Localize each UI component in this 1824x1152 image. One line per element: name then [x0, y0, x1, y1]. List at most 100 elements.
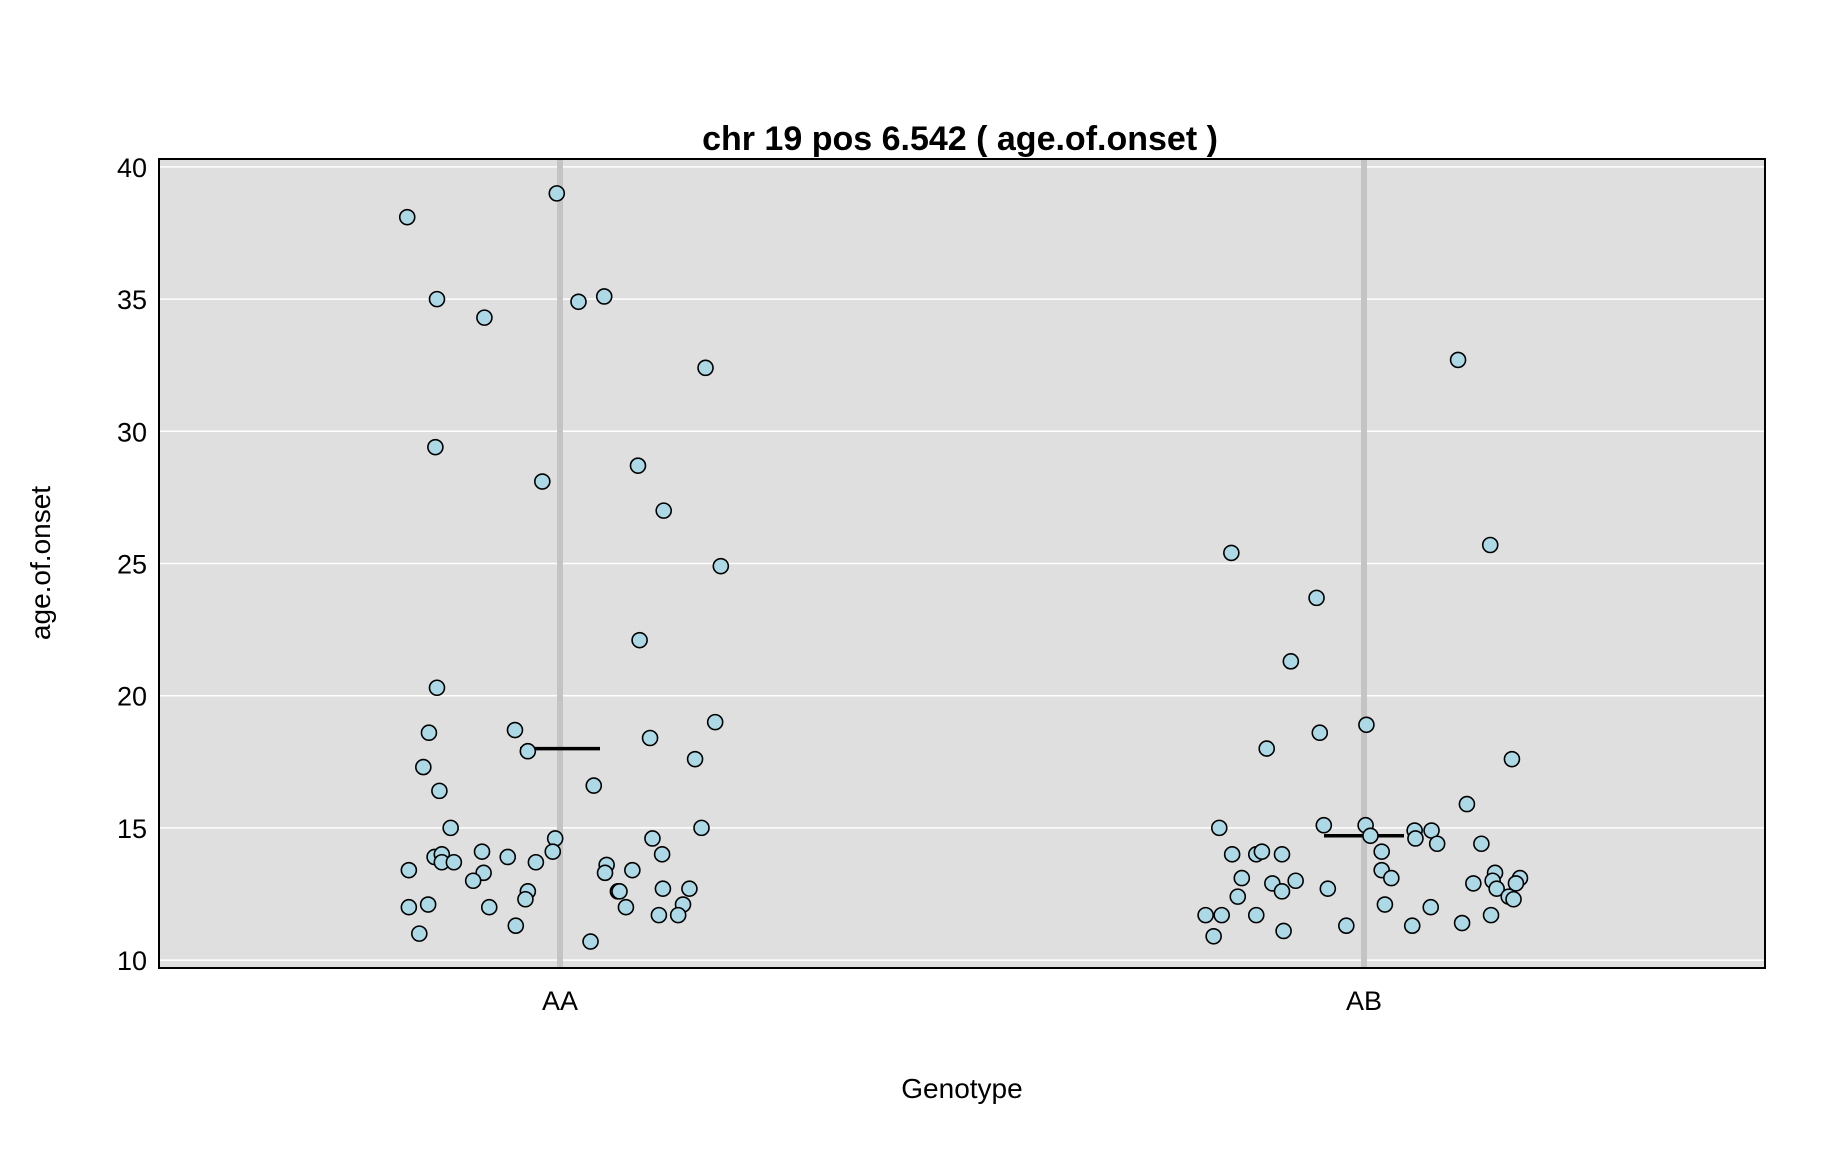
data-point	[595, 288, 613, 305]
data-point	[1449, 351, 1467, 369]
data-point	[624, 861, 641, 879]
data-point	[1275, 922, 1292, 940]
data-point	[420, 724, 438, 742]
plot-border	[158, 158, 1766, 969]
data-point	[1229, 888, 1247, 905]
data-point	[1282, 653, 1300, 670]
data-point	[1223, 846, 1241, 863]
data-point	[712, 557, 730, 575]
data-point	[519, 742, 537, 760]
data-point	[686, 750, 704, 768]
data-point	[431, 782, 448, 800]
data-point	[697, 359, 714, 377]
data-point	[1458, 795, 1476, 813]
data-point	[499, 848, 517, 866]
data-point	[527, 853, 545, 871]
data-point	[655, 502, 673, 519]
data-point	[653, 846, 671, 863]
y-axis-ticks: 10 15 20 25 30 35 40	[117, 153, 147, 976]
x-tick-label-aa: AA	[542, 986, 578, 1016]
data-point	[427, 438, 444, 456]
data-point	[644, 830, 661, 847]
data-point	[546, 830, 564, 847]
data-point	[1338, 917, 1355, 934]
data-point	[1482, 906, 1500, 924]
y-tick-label: 25	[117, 550, 147, 580]
data-point	[1233, 869, 1251, 887]
data-point	[654, 880, 672, 897]
data-point	[428, 679, 446, 697]
grid-lines	[159, 166, 1765, 961]
data-point	[1481, 536, 1499, 554]
data-point	[1258, 740, 1276, 757]
data-point	[1273, 883, 1291, 900]
data-point	[1507, 875, 1525, 892]
data-point	[1373, 843, 1390, 860]
data-point	[669, 906, 687, 924]
data-point	[1407, 830, 1424, 847]
data-point	[400, 898, 418, 916]
data-point	[641, 729, 659, 747]
data-point	[1503, 750, 1521, 768]
data-point	[693, 819, 710, 837]
data-point	[1315, 816, 1333, 834]
data-point	[706, 713, 724, 731]
data-point	[419, 896, 437, 913]
x-tick-label-ab: AB	[1346, 986, 1382, 1016]
data-point	[517, 890, 534, 908]
data-point	[445, 853, 463, 871]
data-point	[617, 898, 635, 916]
data-point	[585, 777, 603, 794]
data-points	[398, 185, 1529, 950]
data-point	[629, 457, 647, 474]
data-point	[611, 883, 628, 900]
data-point	[1253, 843, 1271, 860]
data-point	[681, 880, 698, 897]
x-axis-ticks: AA AB	[542, 986, 1382, 1016]
data-point	[480, 898, 498, 916]
data-point	[534, 473, 551, 490]
y-tick-label: 35	[117, 285, 147, 315]
data-point	[1376, 896, 1394, 913]
data-point	[1273, 846, 1291, 863]
data-point	[1311, 724, 1329, 742]
y-tick-label: 20	[117, 682, 147, 712]
data-point	[428, 290, 446, 308]
data-point	[1473, 835, 1490, 853]
data-point	[570, 293, 587, 311]
data-point	[410, 925, 428, 942]
y-tick-label: 15	[117, 814, 147, 844]
data-point	[1403, 917, 1421, 934]
data-point	[1465, 875, 1482, 892]
data-point	[1358, 716, 1375, 734]
data-point	[631, 631, 648, 649]
data-point	[1308, 589, 1325, 607]
data-point	[650, 906, 668, 924]
y-tick-label: 10	[117, 946, 147, 976]
data-point	[1422, 898, 1440, 916]
data-point	[1362, 827, 1379, 845]
y-tick-label: 40	[117, 153, 147, 183]
data-point	[400, 861, 418, 879]
data-point	[1428, 835, 1446, 853]
data-point	[506, 721, 524, 739]
data-point	[1213, 906, 1230, 924]
data-point	[398, 208, 416, 226]
data-point	[1287, 872, 1304, 890]
data-point	[442, 819, 459, 837]
data-point	[476, 309, 493, 326]
x-axis-label: Genotype	[901, 1073, 1022, 1104]
chart-title: chr 19 pos 6.542 ( age.of.onset )	[702, 120, 1218, 158]
data-point	[464, 872, 482, 890]
data-point	[582, 933, 599, 950]
data-point	[507, 917, 525, 934]
data-point	[544, 843, 562, 860]
data-point	[1453, 914, 1471, 932]
y-axis-label: age.of.onset	[25, 486, 56, 640]
data-point	[1205, 927, 1222, 945]
data-point	[548, 185, 566, 202]
data-point	[1383, 869, 1400, 887]
data-point	[473, 843, 491, 860]
data-point	[1197, 906, 1214, 924]
